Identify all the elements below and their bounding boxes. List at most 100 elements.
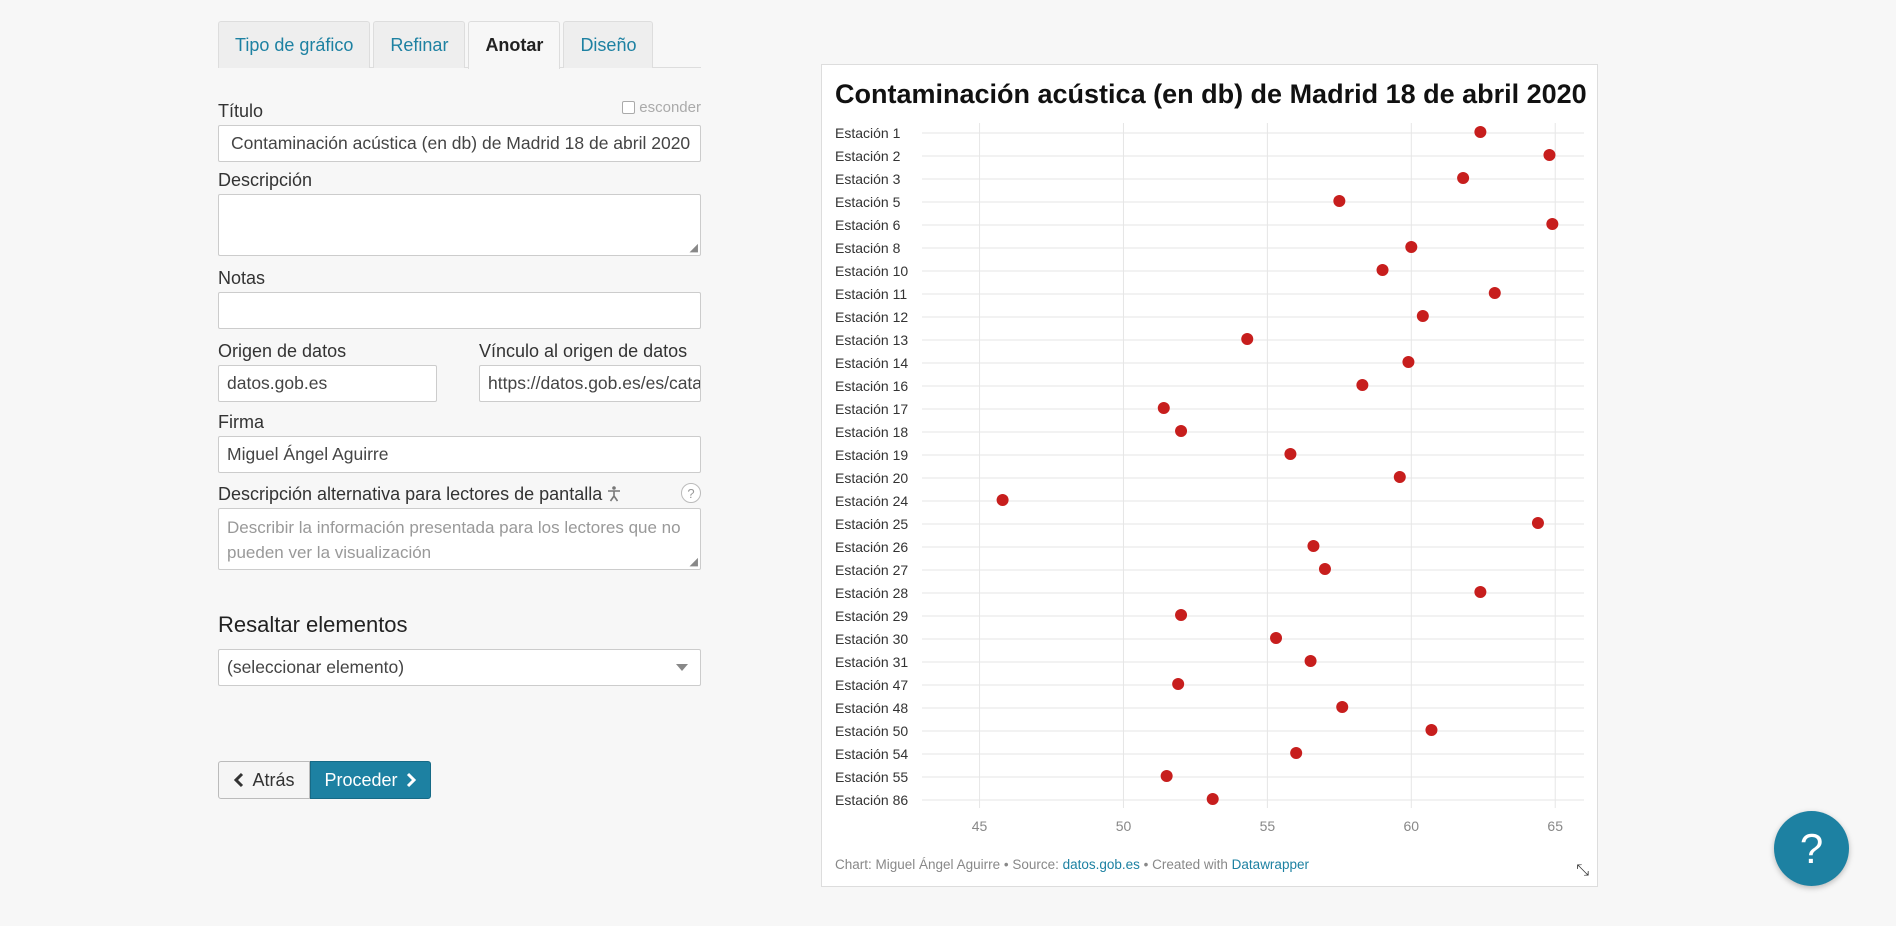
- data-point: [1206, 793, 1219, 805]
- row-label: Estación 48: [835, 700, 908, 716]
- highlight-select-value: (seleccionar elemento): [227, 657, 405, 677]
- resize-grip-icon[interactable]: ◢: [689, 556, 698, 568]
- data-point: [1474, 126, 1487, 138]
- help-button[interactable]: ?: [1774, 811, 1849, 886]
- row-label: Estación 6: [835, 217, 901, 233]
- proceed-button-label: Proceder: [324, 769, 398, 790]
- back-button-label: Atrás: [252, 769, 295, 790]
- chart-footer: Chart: Miguel Ángel Aguirre • Source: da…: [835, 857, 1309, 872]
- annotate-panel: Tipo de gráfico Refinar Anotar Diseño Tí…: [218, 21, 701, 799]
- alt-label-row: Descripción alternativa para lectores de…: [218, 483, 701, 505]
- row-label: Estación 86: [835, 792, 908, 808]
- data-point: [1157, 402, 1170, 414]
- checkbox-icon: [622, 101, 636, 114]
- tab-refine[interactable]: Refinar: [373, 21, 466, 68]
- title-label: Título: [218, 101, 264, 121]
- data-point: [1290, 747, 1303, 759]
- resize-grip-icon[interactable]: ◢: [689, 242, 698, 254]
- chevron-right-icon: [406, 772, 416, 788]
- back-button[interactable]: Atrás: [218, 761, 310, 799]
- row-label: Estación 8: [835, 240, 901, 256]
- row-label: Estación 54: [835, 746, 908, 762]
- data-point: [1333, 195, 1346, 207]
- footer-source-link[interactable]: datos.gob.es: [1062, 857, 1140, 872]
- accessibility-icon: [607, 484, 621, 504]
- alt-text-placeholder: Describir la información presentada para…: [227, 518, 681, 562]
- step-tabs: Tipo de gráfico Refinar Anotar Diseño: [218, 21, 701, 69]
- footer-prefix: Chart: Miguel Ángel Aguirre • Source:: [835, 857, 1063, 872]
- source-label: Origen de datos: [218, 341, 347, 361]
- resize-icon[interactable]: ⤡: [1576, 862, 1589, 879]
- data-point: [1356, 379, 1369, 391]
- row-label: Estación 31: [835, 654, 908, 670]
- data-point: [1284, 448, 1297, 460]
- source-group: Origen de datos datos.gob.es: [218, 341, 437, 402]
- row-label: Estación 20: [835, 470, 908, 486]
- data-point: [1270, 632, 1283, 644]
- data-point: [1531, 517, 1544, 529]
- row-label: Estación 24: [835, 493, 908, 509]
- row-label: Estación 5: [835, 194, 901, 210]
- alt-text-textarea[interactable]: Describir la información presentada para…: [218, 508, 701, 570]
- row-label: Estación 47: [835, 677, 908, 693]
- data-point: [1172, 678, 1185, 690]
- alt-text-label: Descripción alternativa para lectores de…: [218, 484, 621, 505]
- dot-plot: 45 50 55 60 65 Estación 1 Estación 2 Estación 3…: [835, 123, 1584, 834]
- data-point: [1405, 241, 1418, 253]
- footer-datawrapper-link[interactable]: Datawrapper: [1231, 857, 1309, 872]
- data-point: [1425, 724, 1438, 736]
- proceed-button[interactable]: Proceder: [310, 761, 431, 799]
- byline-input[interactable]: Miguel Ángel Aguirre: [218, 436, 701, 473]
- row-label: Estación 30: [835, 631, 908, 647]
- highlight-select[interactable]: (seleccionar elemento): [218, 649, 701, 686]
- data-point: [1318, 563, 1331, 575]
- tab-annotate[interactable]: Anotar: [468, 21, 561, 69]
- row-label: Estación 50: [835, 723, 908, 739]
- notes-label: Notas: [218, 268, 266, 288]
- chevron-down-icon: [676, 664, 688, 671]
- row-label: Estación 14: [835, 355, 908, 371]
- highlight-title: Resaltar elementos: [218, 612, 408, 637]
- title-input[interactable]: Contaminación acústica (en db) de Madrid…: [218, 125, 701, 162]
- data-point: [1307, 540, 1320, 552]
- row-label: Estación 26: [835, 539, 908, 555]
- hide-title-checkbox[interactable]: esconder: [622, 99, 701, 116]
- data-point: [1336, 701, 1349, 713]
- data-point: [996, 494, 1009, 506]
- data-point: [1457, 172, 1470, 184]
- source-input[interactable]: datos.gob.es: [218, 365, 437, 402]
- footer-middle: • Created with: [1139, 857, 1232, 872]
- alt-help-icon[interactable]: ?: [681, 483, 701, 503]
- x-tick-label: 65: [1547, 818, 1563, 834]
- tab-design[interactable]: Diseño: [563, 21, 654, 68]
- tab-chart-type[interactable]: Tipo de gráfico: [218, 21, 371, 68]
- chart-title: Contaminación acústica (en db) de Madrid…: [835, 79, 1587, 109]
- row-label: Estación 19: [835, 447, 908, 463]
- byline-label: Firma: [218, 412, 264, 432]
- row-label: Estación 10: [835, 263, 908, 279]
- x-tick-label: 50: [1116, 818, 1132, 834]
- source-link-input[interactable]: https://datos.gob.es/es/catalogo: [479, 365, 701, 402]
- data-point: [1543, 149, 1556, 161]
- row-label: Estación 13: [835, 332, 908, 348]
- data-point: [1304, 655, 1317, 667]
- source-link-label: Vínculo al origen de datos: [479, 341, 688, 361]
- row-label: Estación 12: [835, 309, 908, 325]
- data-point: [1393, 471, 1406, 483]
- row-label: Estación 55: [835, 769, 908, 785]
- alt-text-label-text: Descripción alternativa para lectores de…: [218, 484, 603, 504]
- row-label: Estación 3: [835, 171, 901, 187]
- description-textarea[interactable]: ◢: [218, 194, 701, 256]
- row-label: Estación 16: [835, 378, 908, 394]
- chart-preview: Contaminación acústica (en db) de Madrid…: [821, 64, 1598, 887]
- row-label: Estación 2: [835, 148, 901, 164]
- description-label: Descripción: [218, 170, 313, 190]
- row-label: Estación 11: [835, 286, 907, 302]
- x-tick-label: 45: [972, 818, 988, 834]
- data-point: [1402, 356, 1415, 368]
- row-label: Estación 1: [835, 125, 901, 141]
- row-label: Estación 17: [835, 401, 908, 417]
- hide-title-label: esconder: [639, 99, 701, 116]
- notes-input[interactable]: [218, 292, 701, 329]
- row-label: Estación 27: [835, 562, 908, 578]
